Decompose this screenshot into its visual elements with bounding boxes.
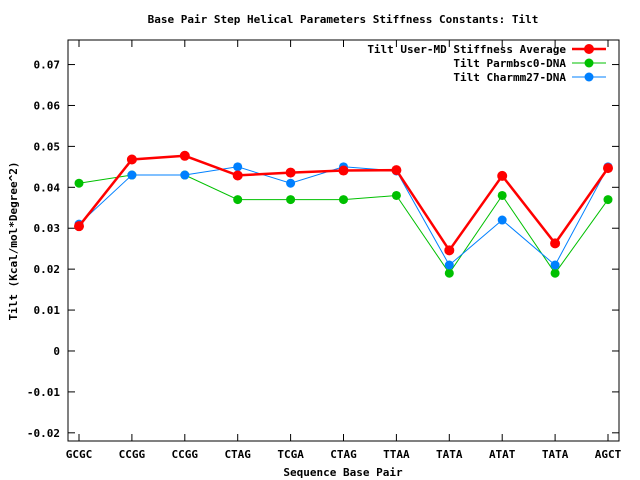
data-point [391,190,401,200]
legend-label: Tilt Charmm27-DNA [453,71,566,84]
x-tick-label: TATA [436,448,463,461]
y-tick-label: 0.04 [34,181,61,194]
x-tick-label: TATA [542,448,569,461]
data-point [444,245,455,256]
x-axis-label: Sequence Base Pair [283,466,403,479]
y-tick-label: 0.07 [34,59,61,72]
data-point [550,268,560,278]
series-0 [74,150,613,256]
y-tick-label: 0.05 [34,140,61,153]
x-tick-label: CTAG [330,448,357,461]
y-tick-label: 0.02 [34,263,61,276]
data-point [286,195,296,205]
y-axis-ticks: 0.07 0.06 0.05 0.04 0.03 0.02 0.01 0 -0.01 -0.02 [27,59,619,440]
data-point [444,268,454,278]
data-point [497,170,508,181]
data-point [180,170,190,180]
data-point [126,154,137,165]
data-point [444,260,454,270]
y-tick-label: 0 [53,345,60,358]
data-point [550,238,561,249]
data-point [338,165,349,176]
legend-marker [584,44,594,54]
y-tick-label: -0.02 [27,427,60,440]
chart-title: Base Pair Step Helical Parameters Stiffn… [148,13,539,26]
data-point [127,170,137,180]
legend-marker [584,58,594,68]
x-axis-ticks: GCGC CCGG CCGG CTAG TCGA CTAG TTAA TATA ATAT TATA… [66,40,622,461]
data-point [603,163,613,174]
x-tick-label: ATAT [489,448,516,461]
data-point [550,260,560,270]
series-line [78,166,609,266]
series-layer [74,150,613,278]
legend-marker [584,72,594,82]
data-point [232,170,243,181]
data-point [286,178,296,188]
y-tick-label: 0.01 [34,304,61,317]
x-tick-label: GCGC [66,448,93,461]
plot-frame [67,39,620,442]
data-point [233,162,243,172]
y-tick-label: -0.01 [27,386,60,399]
data-point [497,215,507,225]
y-axis-label: Tilt (Kcal/mol*Degree^2) [7,162,20,321]
x-tick-label: TTAA [383,448,410,461]
data-point [339,195,348,205]
series-1 [74,170,613,278]
legend-label: Tilt User-MD Stiffness Average [367,43,566,56]
x-tick-label: CCGG [119,448,146,461]
x-tick-label: CCGG [172,448,199,461]
x-tick-label: TCGA [277,448,304,461]
data-point [74,221,84,232]
data-point [603,195,613,205]
y-tick-label: 0.03 [34,222,61,235]
data-point [497,190,507,200]
data-point [285,167,296,178]
data-point [391,165,402,176]
series-line [78,174,609,275]
x-tick-label: AGCT [595,448,622,461]
x-tick-label: CTAG [224,448,251,461]
series-2 [74,162,613,270]
legend-label: Tilt Parmbsc0-DNA [453,57,566,70]
data-point [233,195,243,205]
y-tick-label: 0.06 [34,99,61,112]
data-point [74,178,84,188]
data-point [179,150,190,161]
